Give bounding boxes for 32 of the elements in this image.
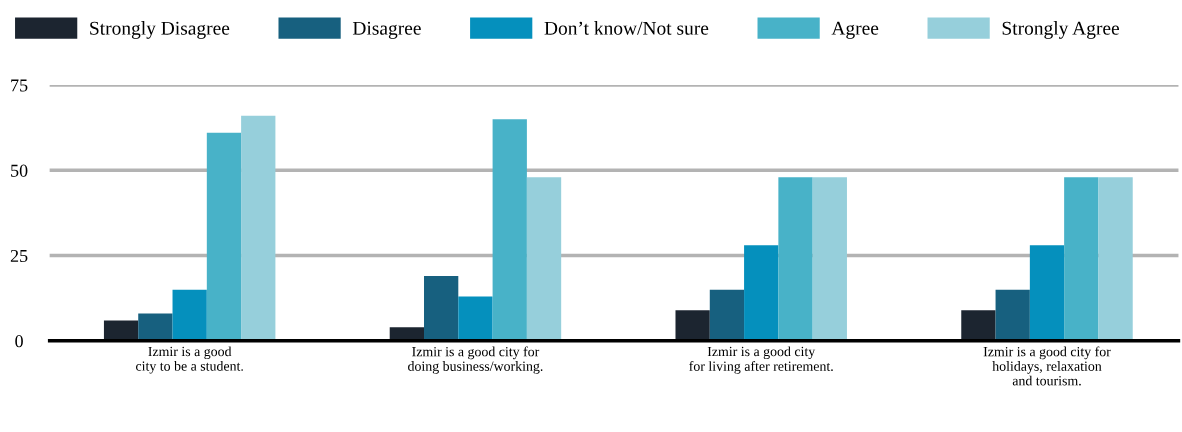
legend-label: Don’t know/Not sure	[544, 21, 709, 35]
bar	[458, 296, 493, 341]
legend-label: Agree	[831, 21, 879, 39]
bar	[778, 177, 813, 341]
bar	[206, 132, 242, 341]
y-tick-label: 75	[11, 79, 28, 92]
y-tick-label: 0	[15, 335, 23, 348]
bar	[1064, 177, 1099, 341]
legend-label: Strongly Agree	[1002, 21, 1119, 39]
bar	[138, 313, 173, 341]
bar	[492, 119, 527, 341]
bar	[424, 276, 459, 341]
x-tick-label: Izmir is a good city for holidays, relaxation and tourism.	[983, 346, 1111, 386]
x-tick-label: Izmir is a good city for living after retirement.	[689, 346, 833, 374]
legend-label: Strongly Disagree	[90, 21, 230, 39]
bar	[812, 177, 847, 341]
bar	[961, 310, 996, 341]
bar	[103, 320, 139, 341]
bar	[675, 310, 710, 341]
bar	[1098, 177, 1133, 341]
bar	[744, 245, 779, 341]
bar	[241, 115, 276, 341]
bar	[172, 289, 207, 341]
bar	[1029, 245, 1065, 341]
bar	[995, 289, 1030, 341]
y-tick-label: 25	[10, 249, 28, 263]
x-tick-label: Izmir is a good city to be a student.	[136, 346, 243, 374]
bar	[526, 177, 562, 341]
y-tick-label: 50	[11, 164, 28, 177]
bar	[709, 289, 745, 341]
legend-label: Disagree	[352, 21, 421, 39]
x-tick-label: Izmir is a good city for doing business/working.	[408, 346, 543, 374]
